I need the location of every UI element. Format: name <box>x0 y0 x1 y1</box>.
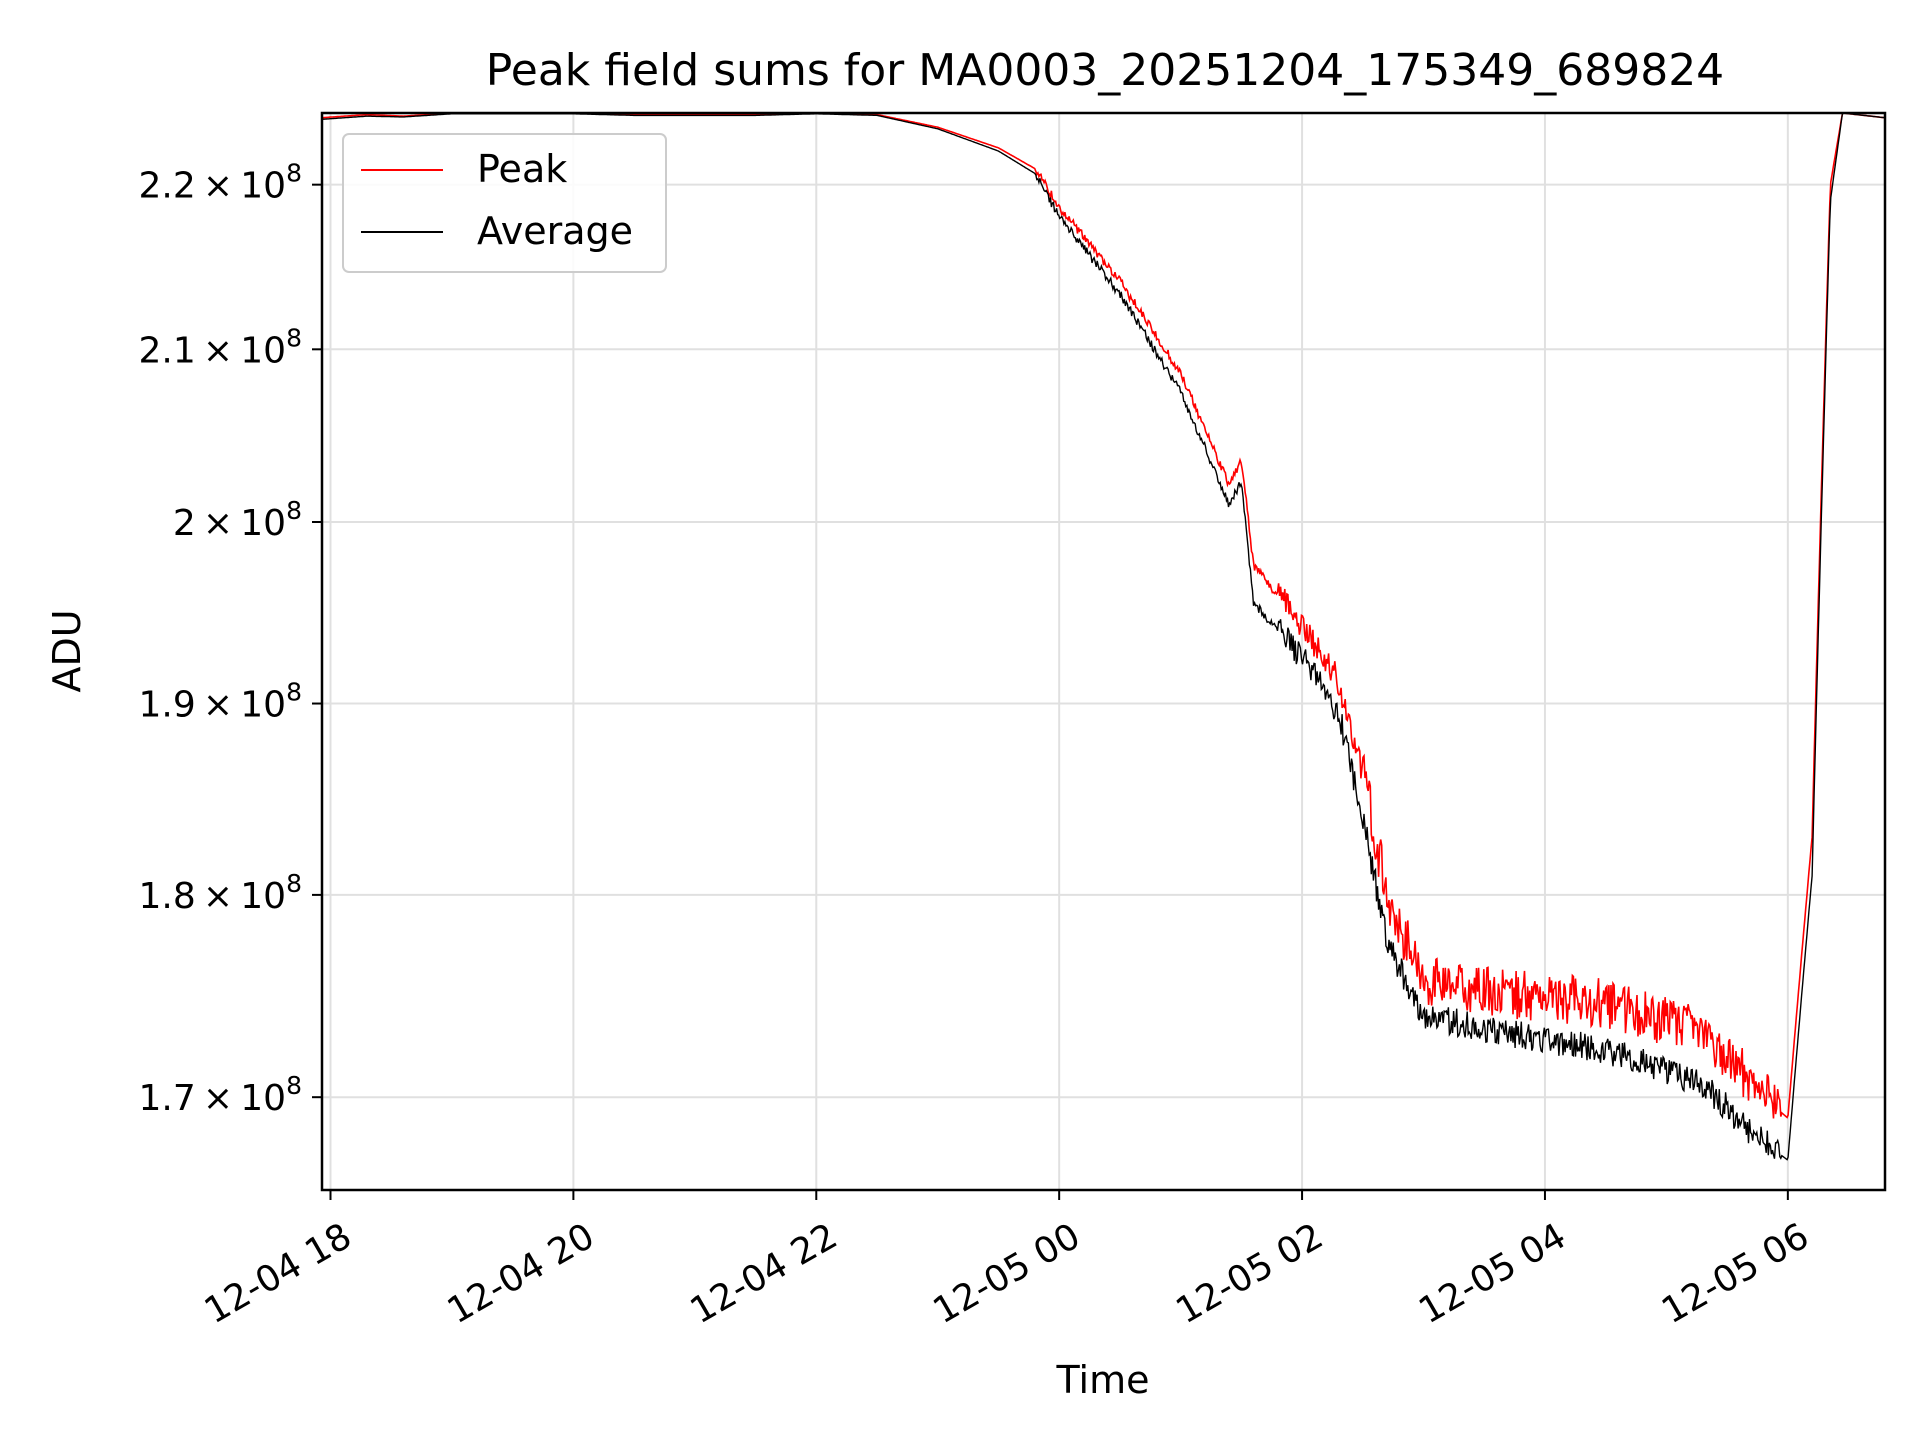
y-tick-exponent: 8 <box>286 678 302 707</box>
y-tick-label: 1.7 × 108 <box>138 1071 302 1119</box>
y-tick-mantissa: 1.9 × 10 <box>138 685 286 726</box>
legend-peak-label: Peak <box>477 147 567 191</box>
y-tick-label: 1.9 × 108 <box>138 678 302 726</box>
y-tick-exponent: 8 <box>286 1071 302 1100</box>
y-tick-label: 2.1 × 108 <box>138 323 302 371</box>
legend: Peak Average <box>342 133 667 273</box>
legend-box <box>342 133 667 273</box>
y-tick-exponent: 8 <box>286 869 302 898</box>
legend-average-label: Average <box>477 209 633 253</box>
chart-title: Peak field sums for MA0003_20251204_1753… <box>486 45 1724 96</box>
y-tick-label: 2.2 × 108 <box>138 159 302 207</box>
y-tick-mantissa: 1.7 × 10 <box>138 1078 286 1119</box>
grid <box>322 113 1885 1190</box>
y-tick-mantissa: 2.1 × 10 <box>138 330 286 371</box>
y-tick-exponent: 8 <box>286 323 302 352</box>
y-tick-mantissa: 2 × 10 <box>173 503 286 544</box>
y-tick-mantissa: 2.2 × 10 <box>138 166 286 207</box>
y-axis-label: ADU <box>45 609 89 692</box>
plot-area-frame <box>320 111 1887 1192</box>
y-tick-exponent: 8 <box>286 496 302 525</box>
y-tick-label: 2 × 108 <box>173 496 302 544</box>
y-tick-exponent: 8 <box>286 159 302 188</box>
x-axis-label: Time <box>1056 1358 1150 1402</box>
y-tick-label: 1.8 × 108 <box>138 869 302 917</box>
y-tick-mantissa: 1.8 × 10 <box>138 876 286 917</box>
